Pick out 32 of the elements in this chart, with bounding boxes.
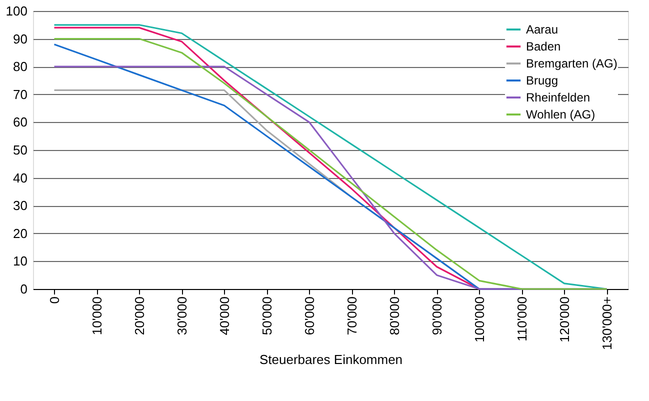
x-tick-label: 110'000 (514, 296, 530, 342)
legend-label: Rheinfelden (526, 90, 590, 104)
x-tick-label: 20'000 (132, 296, 147, 336)
y-tick-label: 90 (13, 31, 28, 46)
legend-label: Baden (526, 40, 561, 54)
x-tick-label: 70'000 (344, 296, 360, 336)
y-tick-label: 40 (13, 170, 28, 186)
x-tick-label: 130'000+ (599, 296, 614, 350)
y-tick-label: 50 (13, 142, 28, 158)
x-tick-label: 10'000 (89, 296, 104, 336)
y-tick-label: 80 (13, 59, 28, 74)
x-tick-label: 90'000 (429, 296, 444, 336)
x-tick-label: 40'000 (216, 296, 232, 336)
y-tick-label: 70 (13, 86, 28, 102)
x-tick-label: 30'000 (174, 296, 190, 336)
y-tick-label: 10 (13, 254, 28, 269)
legend-label: Aarau (526, 22, 558, 36)
y-tick-label: 60 (13, 114, 28, 130)
y-tick-label: 30 (13, 198, 28, 214)
legend-label: Wohlen (AG) (526, 108, 596, 122)
y-tick-label: 0 (20, 282, 28, 296)
x-tick-label: 0 (46, 296, 62, 304)
legend-label: Brugg (526, 74, 558, 88)
x-axis-title: Steuerbares Einkommen (259, 352, 403, 367)
x-tick-label: 120'000 (556, 296, 572, 342)
x-tick-label: 100'000 (472, 296, 487, 342)
y-tick-label: 20 (13, 226, 28, 241)
y-tick-label: 100 (6, 4, 28, 18)
legend-label: Bremgarten (AG) (526, 56, 618, 70)
x-tick-label: 60'000 (302, 296, 317, 336)
x-tick-label: 50'000 (259, 296, 274, 336)
x-tick-label: 80'000 (386, 296, 402, 336)
